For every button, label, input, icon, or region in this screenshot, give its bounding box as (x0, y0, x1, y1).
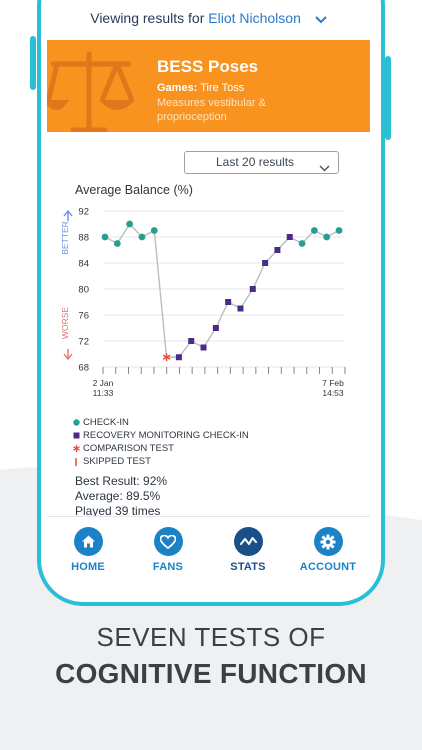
caption-line-2: COGNITIVE FUNCTION (55, 658, 367, 689)
recovery-point (188, 338, 195, 344)
played-count: Played 39 times (75, 504, 161, 518)
tab-label: HOME (71, 561, 105, 573)
worse-arrow-icon (63, 349, 73, 361)
tab-fans[interactable]: FANS (133, 527, 203, 573)
recovery-point (200, 344, 207, 351)
result-stats: Best Result: 92% Average: 89.5% Played 3… (75, 474, 167, 519)
caption-line-1: SEVEN TESTS OF (96, 622, 326, 652)
y-tick-label: 84 (78, 259, 89, 270)
skipped-line-icon (75, 458, 77, 466)
phone-side-button (30, 36, 36, 90)
legend-label: CHECK-IN (83, 417, 129, 428)
legend-item-recovery: RECOVERY MONITORING CHECK-IN (73, 429, 249, 442)
tab-account[interactable]: ACCOUNT (293, 527, 363, 573)
y-tick-label: 72 (78, 337, 89, 348)
y-tick-label: 76 (78, 311, 89, 322)
viewing-prefix: Viewing results for (90, 10, 205, 26)
y-tick-label: 80 (78, 285, 89, 296)
best-result: Best Result: 92% (75, 474, 168, 488)
tab-home[interactable]: HOME (53, 527, 123, 573)
x-end-label: 14:53 (322, 388, 344, 398)
y-tick-label: 92 (78, 207, 89, 218)
legend-item-comparison: COMPARISON TEST (73, 442, 249, 455)
legend-label: COMPARISON TEST (83, 443, 174, 454)
recovery-point (212, 325, 219, 331)
results-range-value: Last 20 results (216, 155, 295, 169)
gear-icon (313, 527, 343, 556)
checkin-point (310, 227, 318, 234)
checkin-point (150, 227, 158, 234)
better-arrow-icon (63, 209, 73, 221)
legend-item-skipped: SKIPPED TEST (73, 455, 249, 468)
viewing-results-selector[interactable]: Viewing results for Eliot Nicholson (47, 10, 370, 30)
tab-label: FANS (152, 561, 184, 573)
checkin-point (113, 240, 121, 247)
y-tick-label: 68 (78, 363, 89, 374)
banner-description: Measures vestibular & proprioception (157, 97, 266, 123)
results-range-select[interactable]: Last 20 results (184, 151, 339, 174)
home-icon (73, 527, 103, 556)
recovery-point (262, 260, 269, 266)
user-name: Eliot Nicholson (208, 10, 301, 26)
test-banner: BESS Poses Games: Tire Toss Measures ves… (47, 40, 370, 132)
legend-label: RECOVERY MONITORING CHECK-IN (83, 430, 249, 441)
chevron-down-icon (319, 158, 330, 179)
tab-label: ACCOUNT (299, 561, 357, 573)
checkin-point (335, 227, 343, 234)
x-end-label: 7 Feb (322, 378, 344, 388)
x-start-label: 11:33 (93, 388, 114, 398)
legend-label: SKIPPED TEST (83, 456, 151, 467)
balance-scale-icon (47, 46, 147, 132)
chart-title: Average Balance (%) (75, 183, 193, 197)
recovery-point (237, 305, 244, 312)
bottom-tab-bar: HOME FANS STATS (47, 516, 370, 596)
chevron-down-icon[interactable] (315, 11, 327, 27)
y-tick-label: 88 (78, 233, 89, 244)
recovery-point (286, 234, 293, 240)
recovery-point (274, 247, 281, 253)
x-start-label: 2 Jan (93, 378, 114, 388)
checkin-point (298, 240, 306, 247)
recovery-point (175, 354, 182, 361)
checkin-point (323, 233, 331, 241)
checkin-point (138, 233, 146, 241)
games-label: Games: (157, 82, 198, 94)
stats-icon (233, 527, 263, 556)
chart-legend: CHECK-IN RECOVERY MONITORING CHECK-IN CO… (73, 416, 249, 468)
checkin-point (126, 220, 134, 228)
tab-label: STATS (230, 561, 266, 573)
recovery-point (249, 286, 256, 292)
comparison-star-icon (73, 445, 80, 452)
banner-games: Games: Tire Toss (157, 82, 244, 94)
worse-label: WORSE (60, 307, 70, 339)
comparison-point (162, 353, 171, 362)
better-label: BETTER (60, 221, 70, 255)
recovery-square-icon (73, 432, 80, 439)
phone-side-button (385, 56, 391, 140)
checkin-point (101, 233, 109, 241)
average-result: Average: 89.5% (75, 489, 161, 503)
games-value: Tire Toss (200, 82, 245, 94)
checkin-dot-icon (73, 419, 80, 426)
heart-icon (153, 527, 183, 556)
app-screen: Viewing results for Eliot Nicholson BESS… (47, 0, 370, 596)
banner-title: BESS Poses (157, 57, 259, 76)
tab-stats[interactable]: STATS (213, 527, 283, 573)
legend-item-checkin: CHECK-IN (73, 416, 249, 429)
recovery-point (225, 299, 232, 305)
